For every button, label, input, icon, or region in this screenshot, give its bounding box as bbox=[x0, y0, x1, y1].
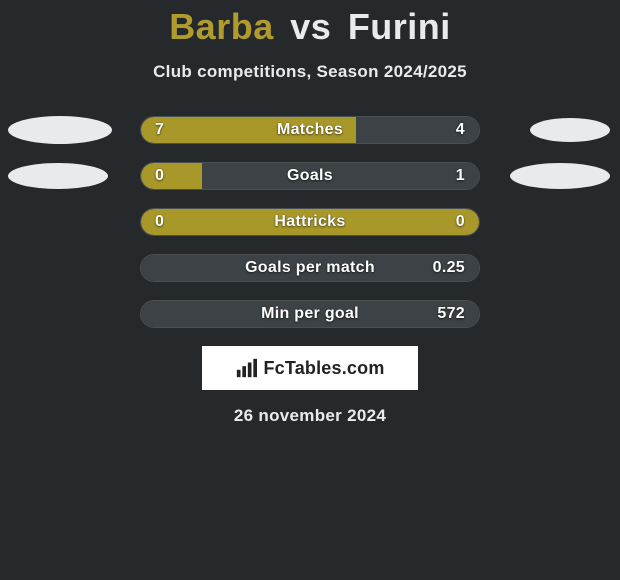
stat-row: 0 Goals 1 bbox=[0, 162, 620, 190]
page-title: Barba vs Furini bbox=[0, 0, 620, 48]
avatar-placeholder-left bbox=[8, 163, 108, 189]
stat-label: Hattricks bbox=[141, 209, 479, 235]
vs-label: vs bbox=[290, 6, 331, 47]
stat-row: 7 Matches 4 bbox=[0, 116, 620, 144]
subtitle: Club competitions, Season 2024/2025 bbox=[0, 62, 620, 82]
stat-right-value: 1 bbox=[456, 163, 465, 189]
stat-label: Min per goal bbox=[141, 301, 479, 327]
stat-right-value: 4 bbox=[456, 117, 465, 143]
avatar-placeholder-right bbox=[510, 163, 610, 189]
stat-label: Matches bbox=[141, 117, 479, 143]
stat-right-value: 0 bbox=[456, 209, 465, 235]
stat-row: Goals per match 0.25 bbox=[0, 254, 620, 282]
avatar-placeholder-right bbox=[530, 118, 610, 142]
stat-bar: 0 Goals 1 bbox=[140, 162, 480, 190]
brand-bar-chart-icon bbox=[235, 357, 257, 379]
stat-rows: 7 Matches 4 0 Goals 1 0 Hat bbox=[0, 116, 620, 328]
stat-bar: Goals per match 0.25 bbox=[140, 254, 480, 282]
stat-bar: 0 Hattricks 0 bbox=[140, 208, 480, 236]
stat-row: Min per goal 572 bbox=[0, 300, 620, 328]
avatar-placeholder-left bbox=[8, 116, 112, 144]
stat-row: 0 Hattricks 0 bbox=[0, 208, 620, 236]
player2-name: Furini bbox=[348, 6, 451, 47]
stat-label: Goals per match bbox=[141, 255, 479, 281]
stat-right-value: 0.25 bbox=[433, 255, 465, 281]
stat-bar: Min per goal 572 bbox=[140, 300, 480, 328]
stat-label: Goals bbox=[141, 163, 479, 189]
stat-right-value: 572 bbox=[437, 301, 465, 327]
brand-text: FcTables.com bbox=[263, 358, 384, 379]
player1-name: Barba bbox=[169, 6, 274, 47]
comparison-card: Barba vs Furini Club competitions, Seaso… bbox=[0, 0, 620, 580]
brand-badge: FcTables.com bbox=[202, 346, 418, 390]
stat-bar: 7 Matches 4 bbox=[140, 116, 480, 144]
date-label: 26 november 2024 bbox=[0, 406, 620, 426]
